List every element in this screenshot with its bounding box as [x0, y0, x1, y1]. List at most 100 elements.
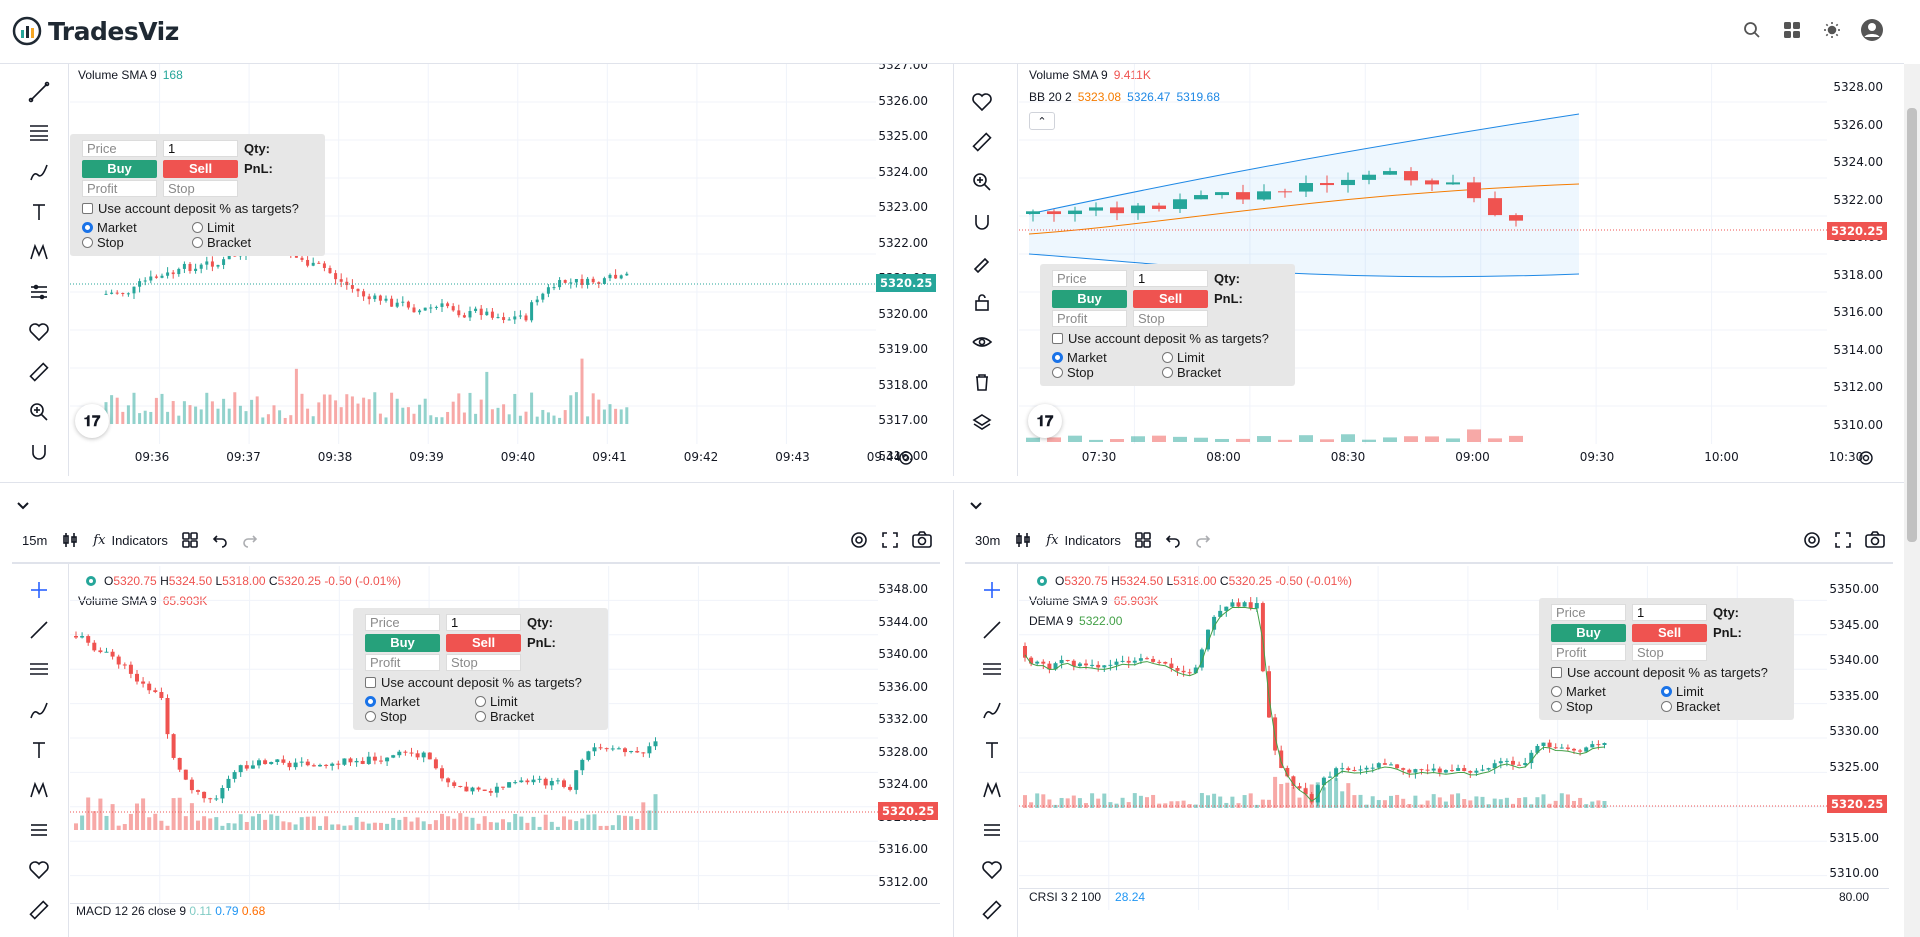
bracket-radio[interactable]: Bracket	[192, 235, 251, 250]
stop-input[interactable]: Stop	[163, 180, 238, 197]
indicators-button[interactable]: fx Indicators	[93, 533, 168, 548]
interval-selector[interactable]: 15m	[22, 532, 48, 548]
pattern-tool-icon[interactable]	[25, 238, 53, 266]
price-axis-2[interactable]: 5328.005326.005324.005322.005320.005318.…	[1827, 64, 1883, 444]
layers-icon[interactable]	[968, 408, 996, 436]
undo-icon[interactable]	[212, 532, 228, 548]
market-radio[interactable]: Market	[82, 220, 192, 235]
stop-input[interactable]: Stop	[1632, 644, 1707, 661]
ruler-measure-icon[interactable]	[978, 896, 1006, 924]
trend-line-tool-icon[interactable]	[25, 78, 53, 106]
pattern-tool-icon[interactable]	[25, 776, 53, 804]
trash-icon[interactable]	[968, 368, 996, 396]
limit-radio[interactable]: Limit	[192, 220, 234, 235]
price-input[interactable]: Price	[1052, 270, 1127, 287]
snapshot-camera-icon[interactable]	[912, 531, 932, 549]
tradingview-logo-icon[interactable]: 𝟏𝟕	[75, 404, 109, 438]
favorites-heart-icon[interactable]	[968, 88, 996, 116]
profit-input[interactable]: Profit	[1551, 644, 1626, 661]
forecast-tool-icon[interactable]	[25, 278, 53, 306]
qty-input[interactable]: 1	[446, 614, 521, 631]
redo-icon[interactable]	[1195, 532, 1211, 548]
indicators-button[interactable]: fx Indicators	[1046, 533, 1121, 548]
snapshot-camera-icon[interactable]	[1865, 531, 1885, 549]
lock-icon[interactable]	[968, 288, 996, 316]
trend-line-tool-icon[interactable]	[978, 616, 1006, 644]
limit-radio[interactable]: Limit	[475, 694, 517, 709]
text-tool-icon[interactable]	[978, 736, 1006, 764]
settings-gear-icon[interactable]	[1803, 531, 1821, 549]
interval-selector[interactable]: 30m	[975, 532, 1001, 548]
qty-input[interactable]: 1	[163, 140, 238, 157]
magnet-icon[interactable]	[968, 208, 996, 236]
fullscreen-icon[interactable]	[1835, 532, 1851, 548]
buy-button[interactable]: Buy	[365, 633, 440, 652]
apps-grid-icon[interactable]	[1780, 18, 1804, 42]
candlestick-chart-1[interactable]	[70, 64, 876, 444]
settings-gear-icon[interactable]	[850, 531, 868, 549]
crosshair-icon[interactable]	[25, 576, 53, 604]
chart-type-candles-icon[interactable]	[1014, 531, 1032, 549]
profit-input[interactable]: Profit	[82, 180, 157, 197]
theme-sun-icon[interactable]	[1820, 18, 1844, 42]
brush-tool-icon[interactable]	[25, 158, 53, 186]
price-axis-1[interactable]: 5327.00 5326.00 5325.00 5324.00 5323.00 5322.…	[876, 64, 928, 463]
scrollbar-thumb[interactable]	[1907, 108, 1917, 542]
fib-lines-tool-icon[interactable]	[25, 118, 53, 146]
limit-radio[interactable]: Limit	[1162, 350, 1204, 365]
trend-line-tool-icon[interactable]	[25, 616, 53, 644]
visibility-eye-icon[interactable]	[968, 328, 996, 356]
redo-icon[interactable]	[242, 532, 258, 548]
price-input[interactable]: Price	[1551, 604, 1626, 621]
price-input[interactable]: Price	[365, 614, 440, 631]
profit-input[interactable]: Profit	[365, 654, 440, 671]
market-radio[interactable]: Market	[1551, 684, 1661, 699]
price-axis-3[interactable]: 5348.00 5344.00 5340.00 5336.00 5332.00 5328.…	[878, 566, 928, 910]
stop-radio[interactable]: Stop	[365, 709, 475, 724]
collapse-legend-button[interactable]: ⌃	[1029, 112, 1055, 130]
crosshair-icon[interactable]	[978, 576, 1006, 604]
bracket-radio[interactable]: Bracket	[1661, 699, 1720, 714]
pattern-tool-icon[interactable]	[978, 776, 1006, 804]
layouts-grid-icon[interactable]	[1135, 532, 1151, 548]
favorites-heart-icon[interactable]	[25, 318, 53, 346]
undo-icon[interactable]	[1165, 532, 1181, 548]
time-axis-1[interactable]: 09:36 09:37 09:38 09:39 09:40 09:41 09:42 09:43…	[70, 450, 902, 470]
lock-drawing-pencil-icon[interactable]	[968, 248, 996, 276]
text-tool-icon[interactable]	[25, 736, 53, 764]
qty-input[interactable]: 1	[1133, 270, 1208, 287]
chart-type-candles-icon[interactable]	[61, 531, 79, 549]
profit-input[interactable]: Profit	[1052, 310, 1127, 327]
user-avatar-icon[interactable]	[1860, 18, 1884, 42]
limit-radio[interactable]: Limit	[1661, 684, 1703, 699]
sell-button[interactable]: Sell	[1133, 289, 1208, 308]
brush-tool-icon[interactable]	[25, 696, 53, 724]
favorites-heart-icon[interactable]	[978, 856, 1006, 884]
sell-button[interactable]: Sell	[163, 159, 238, 178]
buy-button[interactable]: Buy	[1551, 623, 1626, 642]
use-deposit-checkbox[interactable]	[82, 203, 93, 214]
zoom-in-icon[interactable]	[968, 168, 996, 196]
bracket-radio[interactable]: Bracket	[475, 709, 534, 724]
stop-radio[interactable]: Stop	[1551, 699, 1661, 714]
ruler-measure-icon[interactable]	[25, 358, 53, 386]
sell-button[interactable]: Sell	[446, 633, 521, 652]
ruler-measure-icon[interactable]	[968, 128, 996, 156]
favorites-heart-icon[interactable]	[25, 856, 53, 884]
sell-button[interactable]: Sell	[1632, 623, 1707, 642]
magnet-icon[interactable]	[25, 438, 53, 466]
price-axis-4[interactable]: 5350.00 5345.00 5340.00 5335.00 5330.00 5325.…	[1827, 566, 1879, 910]
brand-logo[interactable]: TradesViz	[12, 16, 179, 46]
market-radio[interactable]: Market	[365, 694, 475, 709]
text-tool-icon[interactable]	[25, 198, 53, 226]
price-input[interactable]: Price	[82, 140, 157, 157]
tradingview-logo-icon[interactable]: 𝟏𝟕	[1028, 404, 1062, 438]
stop-input[interactable]: Stop	[446, 654, 521, 671]
fullscreen-icon[interactable]	[882, 532, 898, 548]
stop-radio[interactable]: Stop	[82, 235, 192, 250]
layouts-grid-icon[interactable]	[182, 532, 198, 548]
use-deposit-checkbox[interactable]	[1052, 333, 1063, 344]
forecast-tool-icon[interactable]	[25, 816, 53, 844]
ruler-measure-icon[interactable]	[25, 896, 53, 924]
forecast-tool-icon[interactable]	[978, 816, 1006, 844]
